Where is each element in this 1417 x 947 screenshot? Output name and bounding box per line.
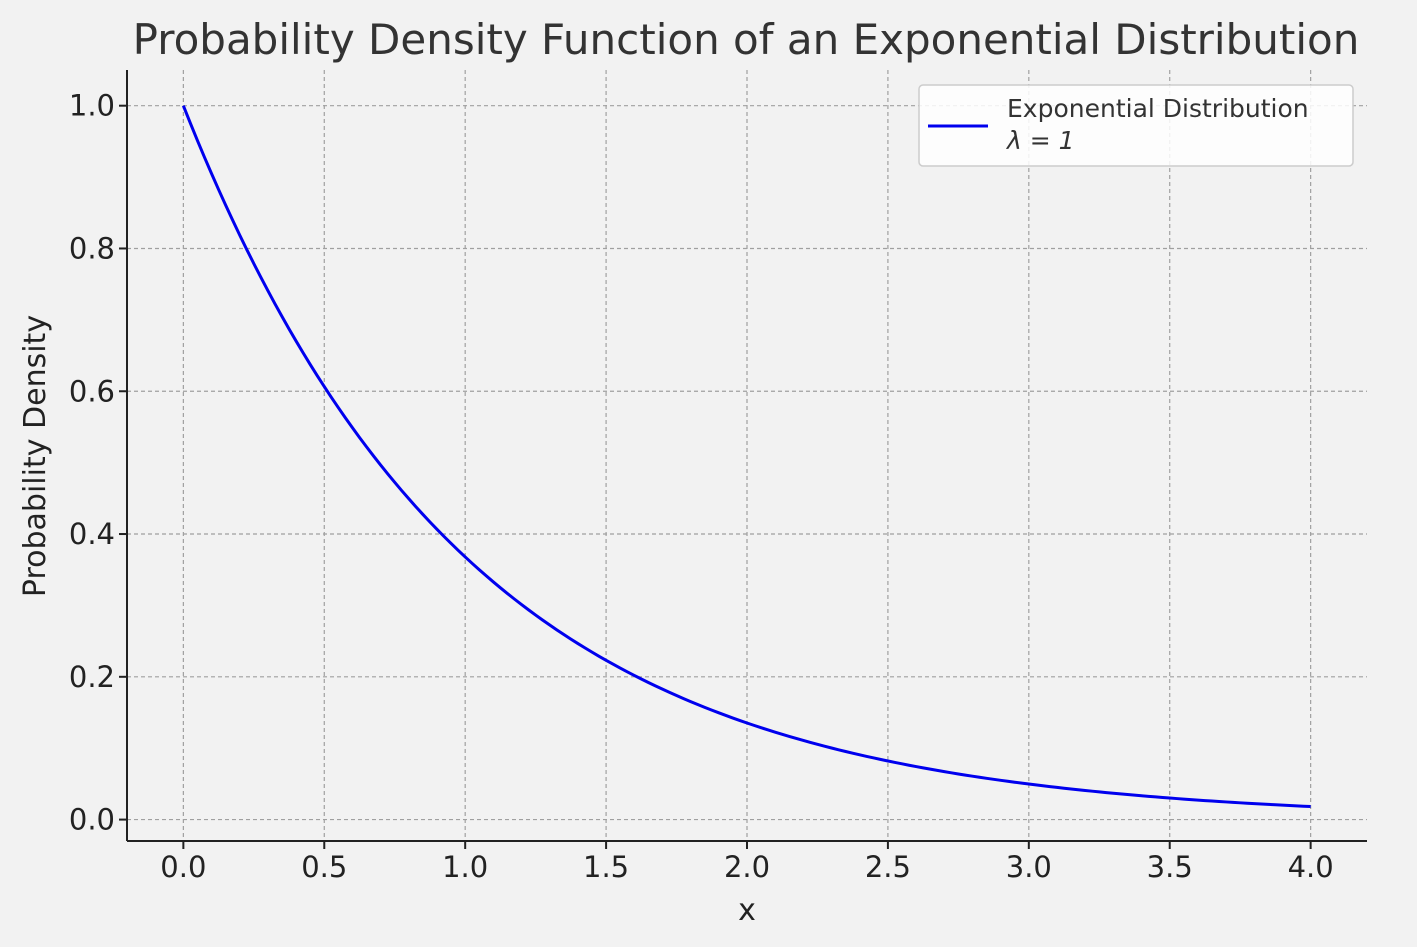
x-tick-label: 2.5 bbox=[865, 850, 911, 884]
x-tick-label: 4.0 bbox=[1288, 850, 1334, 884]
y-tick-label: 0.0 bbox=[69, 803, 115, 837]
grid bbox=[127, 70, 1367, 841]
x-tick-label: 3.0 bbox=[1006, 850, 1052, 884]
x-ticks: 0.0 0.5 1.0 1.5 2.0 2.5 3.0 3.5 4.0 bbox=[160, 841, 1334, 884]
x-tick-label: 2.0 bbox=[724, 850, 770, 884]
x-tick-label: 0.5 bbox=[301, 850, 347, 884]
y-tick-label: 1.0 bbox=[69, 89, 115, 123]
x-tick-label: 3.5 bbox=[1147, 850, 1193, 884]
x-tick-label: 1.5 bbox=[583, 850, 629, 884]
y-tick-label: 0.2 bbox=[69, 660, 115, 694]
legend: Exponential Distribution λ = 1 bbox=[918, 84, 1354, 167]
legend-label-line1: Exponential Distribution bbox=[1007, 94, 1309, 123]
chart-title: Probability Density Function of an Expon… bbox=[133, 15, 1360, 64]
x-axis-label: x bbox=[738, 893, 756, 928]
x-tick-label: 0.0 bbox=[160, 850, 206, 884]
y-tick-label: 0.8 bbox=[69, 231, 115, 265]
y-tick-label: 0.6 bbox=[69, 374, 115, 408]
x-tick-label: 1.0 bbox=[442, 850, 488, 884]
y-axis-label: Probability Density bbox=[18, 315, 53, 597]
legend-label-line2: λ = 1 bbox=[1005, 126, 1075, 155]
legend-box bbox=[918, 84, 1354, 167]
y-ticks: 0.0 0.2 0.4 0.6 0.8 1.0 bbox=[69, 89, 127, 837]
y-tick-label: 0.4 bbox=[69, 517, 115, 551]
series-line-exponential bbox=[181, 105, 1311, 809]
